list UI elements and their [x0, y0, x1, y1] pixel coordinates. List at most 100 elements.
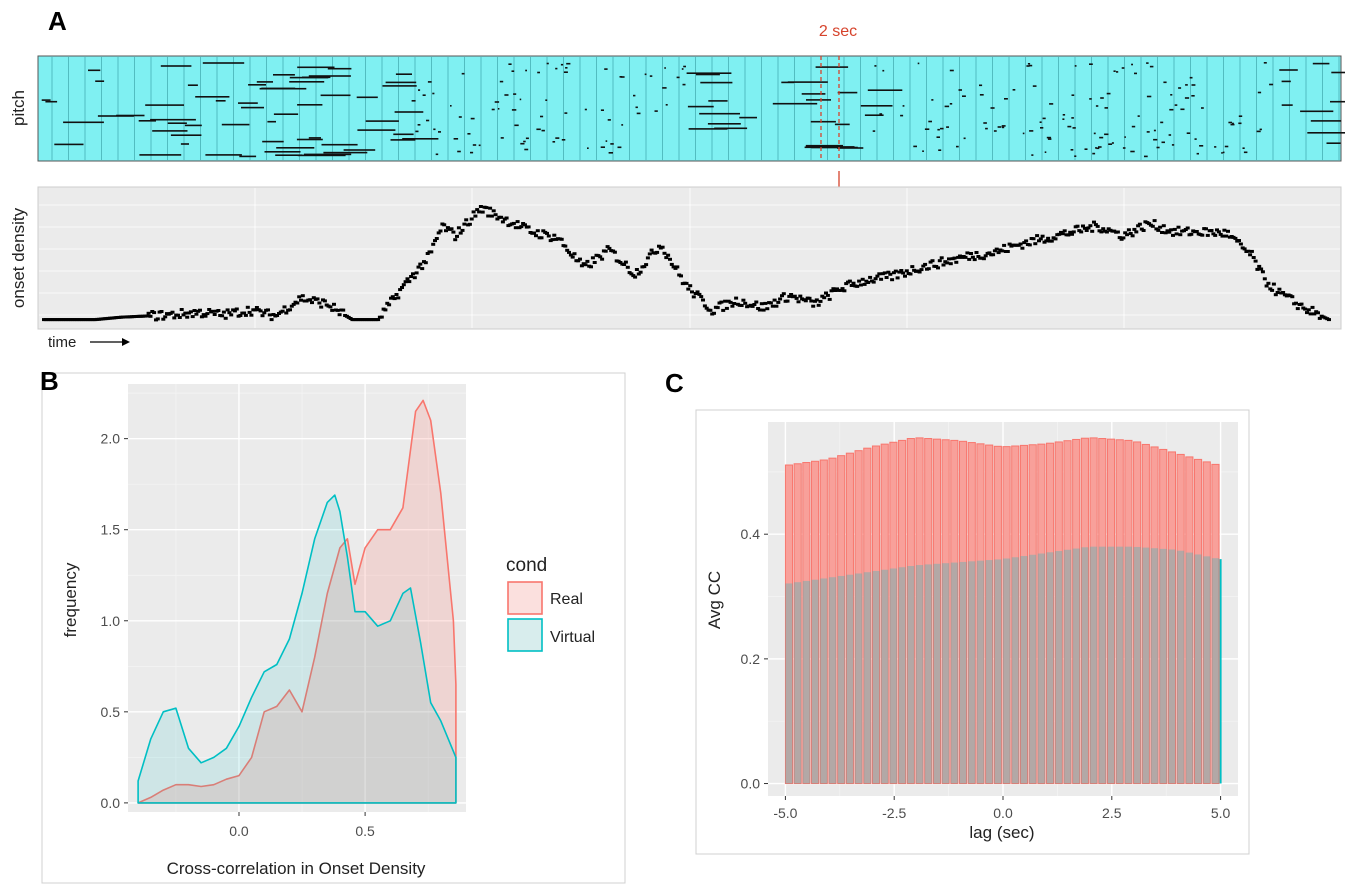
- onset-density-point: [238, 314, 243, 317]
- onset-density-point: [1172, 227, 1177, 231]
- piano-note: [1243, 151, 1248, 154]
- onset-density-point: [1178, 233, 1183, 237]
- onset-density-point: [1218, 232, 1223, 236]
- onset-density-point: [1062, 229, 1067, 233]
- onset-density-point: [1215, 228, 1219, 232]
- piano-note: [1026, 65, 1030, 67]
- onset-density-point: [225, 308, 230, 312]
- onset-density-point: [1090, 229, 1095, 233]
- onset-density-point: [1136, 224, 1141, 228]
- onset-density-point: [642, 265, 647, 269]
- onset-density-point: [1156, 228, 1161, 232]
- piano-note: [88, 69, 101, 72]
- onset-density-point: [831, 287, 836, 291]
- onset-density-point: [1303, 307, 1308, 311]
- piano-note: [1098, 146, 1102, 148]
- piano-note: [902, 105, 905, 107]
- onset-density-point: [188, 310, 193, 314]
- onset-density-point: [704, 306, 709, 310]
- bar-virtual: [1055, 551, 1063, 784]
- piano-note: [1089, 98, 1092, 100]
- onset-density-point: [392, 297, 397, 301]
- bar-real: [1115, 439, 1124, 785]
- piano-note: [426, 119, 430, 122]
- time-axis-label: time: [48, 334, 76, 351]
- y-tick-label: 1.0: [101, 613, 121, 629]
- onset-density-point: [1160, 231, 1164, 234]
- bar-real: [950, 439, 959, 785]
- piano-note: [184, 124, 202, 127]
- piano-note: [1170, 94, 1173, 96]
- piano-note: [385, 81, 417, 84]
- onset-density-point: [829, 289, 834, 293]
- onset-density-point: [480, 210, 485, 214]
- onset-density-point: [1222, 228, 1227, 232]
- bar-virtual: [1116, 546, 1124, 784]
- piano-note: [1116, 71, 1119, 73]
- frequency-axis-label: frequency: [61, 562, 80, 637]
- piano-note: [1312, 62, 1330, 65]
- onset-density-point: [1086, 226, 1091, 230]
- onset-density-point: [330, 308, 335, 312]
- onset-density-point: [669, 262, 674, 266]
- bar-virtual: [1081, 547, 1089, 784]
- onset-density-point: [866, 281, 871, 284]
- onset-density-point: [741, 298, 746, 302]
- piano-note: [931, 99, 934, 101]
- x-tick-label: 2.5: [1102, 805, 1122, 821]
- onset-density-point: [897, 270, 902, 274]
- onset-density-point: [183, 311, 188, 315]
- bar-real: [1080, 437, 1089, 785]
- onset-density-point: [634, 268, 639, 271]
- onset-density-point: [623, 260, 628, 264]
- piano-note: [1171, 144, 1175, 146]
- pitch-axis-label: pitch: [9, 90, 28, 126]
- bar-virtual: [1072, 548, 1080, 784]
- onset-density-point: [546, 234, 551, 238]
- onset-density-point: [921, 264, 926, 268]
- onset-density-point: [152, 311, 157, 315]
- onset-density-point: [781, 292, 786, 296]
- onset-density-point: [1246, 249, 1251, 253]
- onset-density-point: [858, 283, 863, 287]
- onset-density-point: [455, 234, 459, 238]
- onset-density-point: [969, 252, 973, 255]
- onset-density-point: [803, 299, 808, 303]
- onset-density-point: [1316, 311, 1320, 315]
- piano-note: [323, 151, 368, 154]
- onset-density-point: [444, 229, 448, 233]
- piano-note: [395, 73, 412, 75]
- onset-density-point: [199, 315, 204, 319]
- bar-virtual: [942, 563, 950, 784]
- onset-density-point: [851, 281, 856, 285]
- onset-density-point: [919, 268, 924, 272]
- onset-density-point: [291, 302, 296, 306]
- legend: cond Real Virtual: [506, 555, 595, 652]
- piano-note: [707, 123, 741, 125]
- onset-density-point: [207, 308, 212, 311]
- piano-note: [610, 143, 614, 145]
- piano-note: [41, 99, 51, 101]
- piano-note: [882, 69, 885, 72]
- piano-note: [54, 143, 84, 146]
- onset-density-point: [1255, 267, 1260, 271]
- onset-density-point: [633, 275, 638, 279]
- onset-density-point: [807, 296, 812, 300]
- x-tick-label: 0.0: [993, 805, 1013, 821]
- onset-density-point: [1249, 249, 1254, 253]
- onset-density-point: [996, 251, 1001, 255]
- onset-density-point: [1115, 230, 1120, 234]
- piano-note: [1326, 142, 1341, 144]
- piano-note: [963, 137, 966, 140]
- onset-density-point: [675, 265, 680, 269]
- panel-c-letter: C: [665, 368, 684, 398]
- onset-density-point: [645, 256, 650, 260]
- onset-density-point: [948, 262, 953, 266]
- onset-density-point: [712, 311, 716, 315]
- bar-virtual: [1090, 546, 1098, 784]
- piano-note: [940, 127, 944, 130]
- onset-density-point: [1194, 230, 1199, 233]
- bar-virtual: [1098, 546, 1106, 784]
- piano-note: [273, 74, 295, 76]
- onset-density-point: [458, 231, 463, 235]
